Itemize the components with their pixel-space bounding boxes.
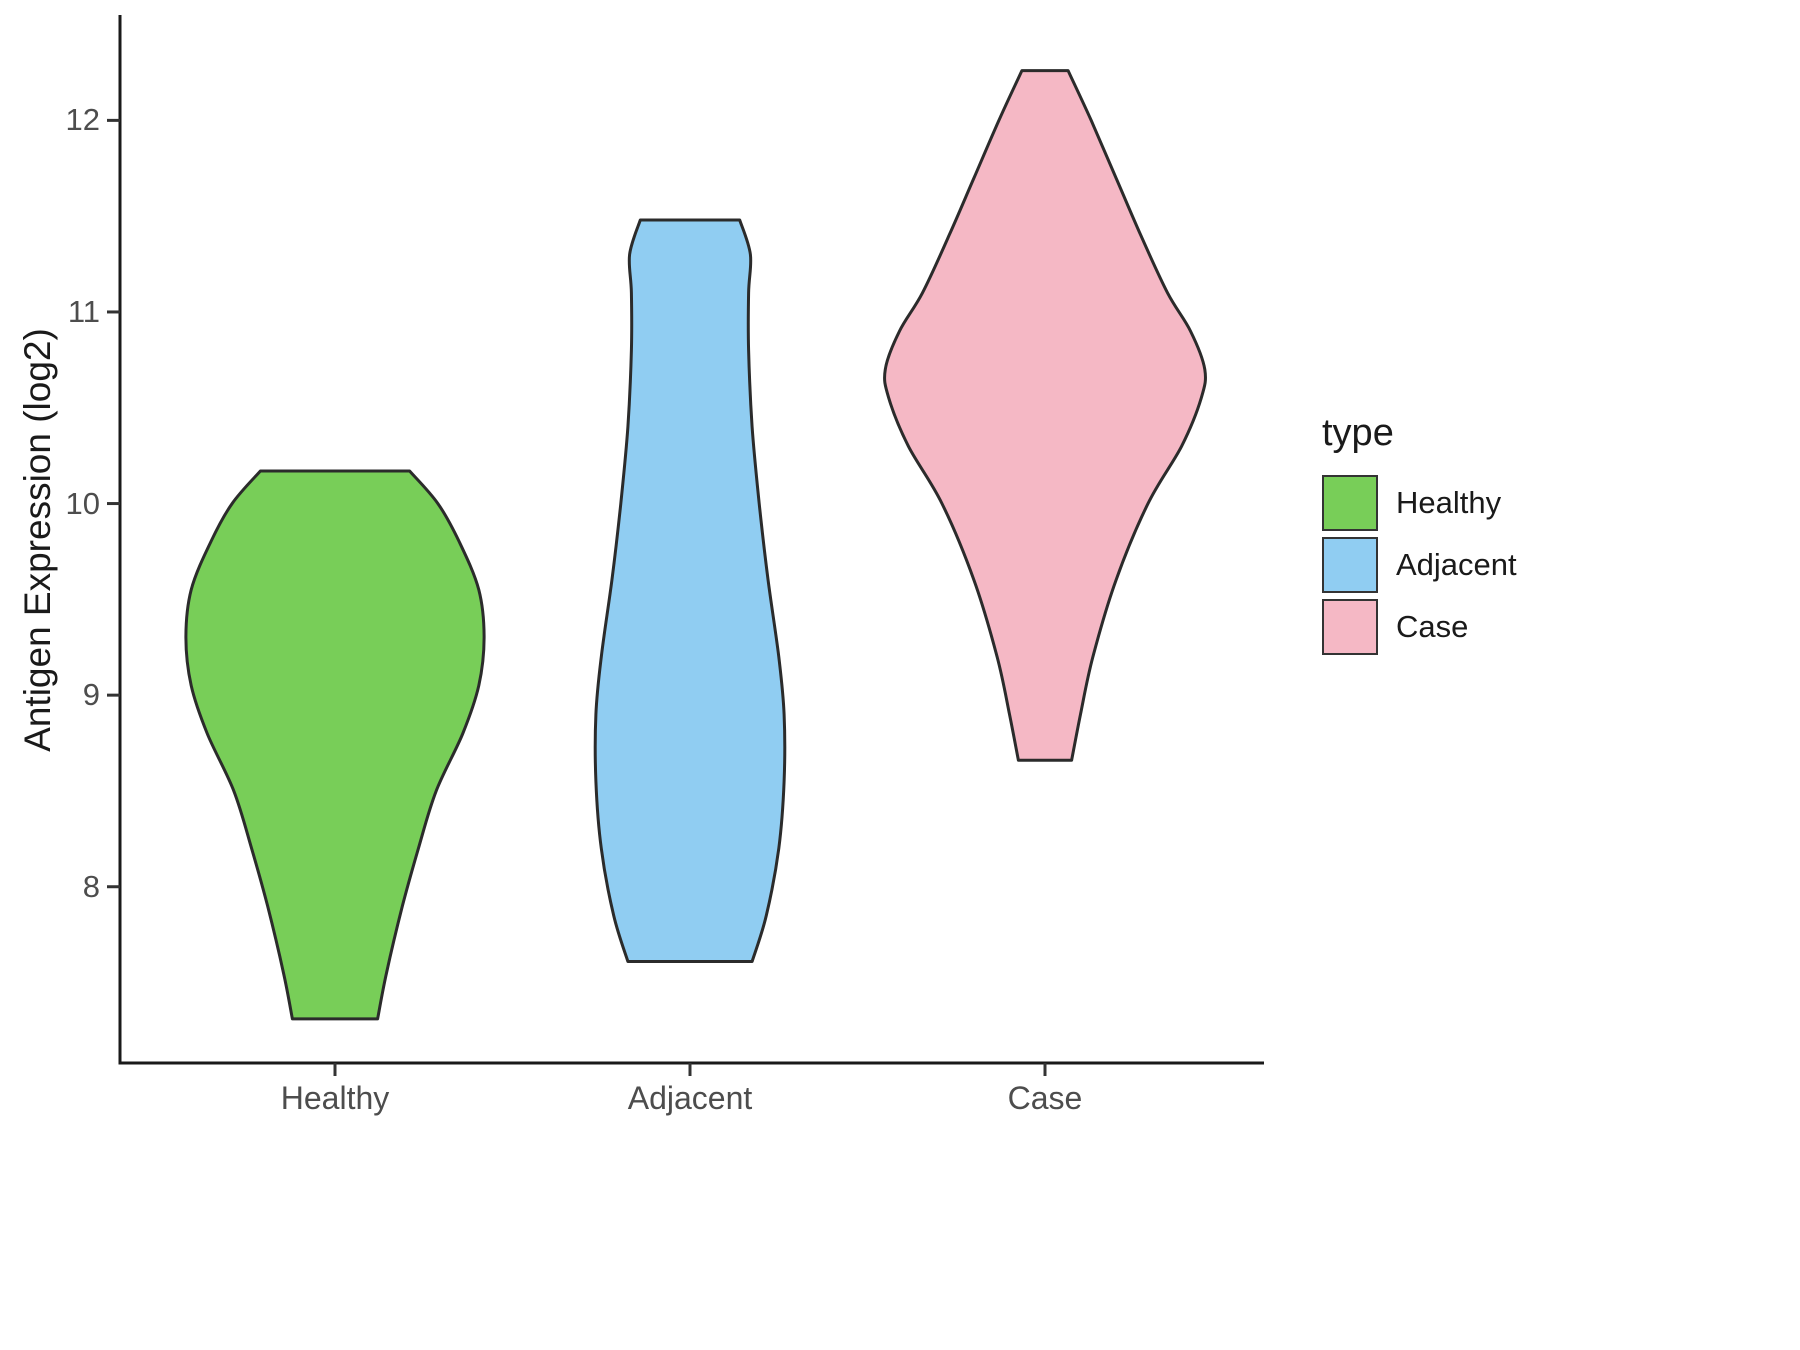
violin-adjacent <box>593 218 787 963</box>
y-tick-label: 8 <box>82 868 100 904</box>
legend: type Healthy Adjacent Case <box>1322 412 1517 661</box>
legend-label: Adjacent <box>1396 547 1517 582</box>
legend-swatch-case <box>1322 599 1378 655</box>
legend-title: type <box>1322 412 1394 454</box>
legend-label: Healthy <box>1396 485 1502 520</box>
legend-entry-healthy: Healthy <box>1322 475 1517 531</box>
y-tick-label: 11 <box>67 293 100 329</box>
legend-entries: Healthy Adjacent Case <box>1322 475 1517 655</box>
y-tick-label: 9 <box>82 677 100 713</box>
y-tick-label: 10 <box>65 485 100 521</box>
legend-swatch-healthy <box>1322 475 1378 531</box>
violin-case <box>883 69 1207 762</box>
legend-label: Case <box>1396 609 1469 644</box>
y-tick-label: 12 <box>65 102 100 138</box>
legend-swatch-adjacent <box>1322 537 1378 593</box>
violin-healthy <box>184 469 486 1021</box>
legend-entry-adjacent: Adjacent <box>1322 537 1517 593</box>
x-tick-label-case: Case <box>1007 1080 1083 1116</box>
legend-entry-case: Case <box>1322 599 1517 655</box>
x-tick-label-healthy: Healthy <box>280 1080 390 1116</box>
x-tick-label-adjacent: Adjacent <box>627 1080 753 1116</box>
